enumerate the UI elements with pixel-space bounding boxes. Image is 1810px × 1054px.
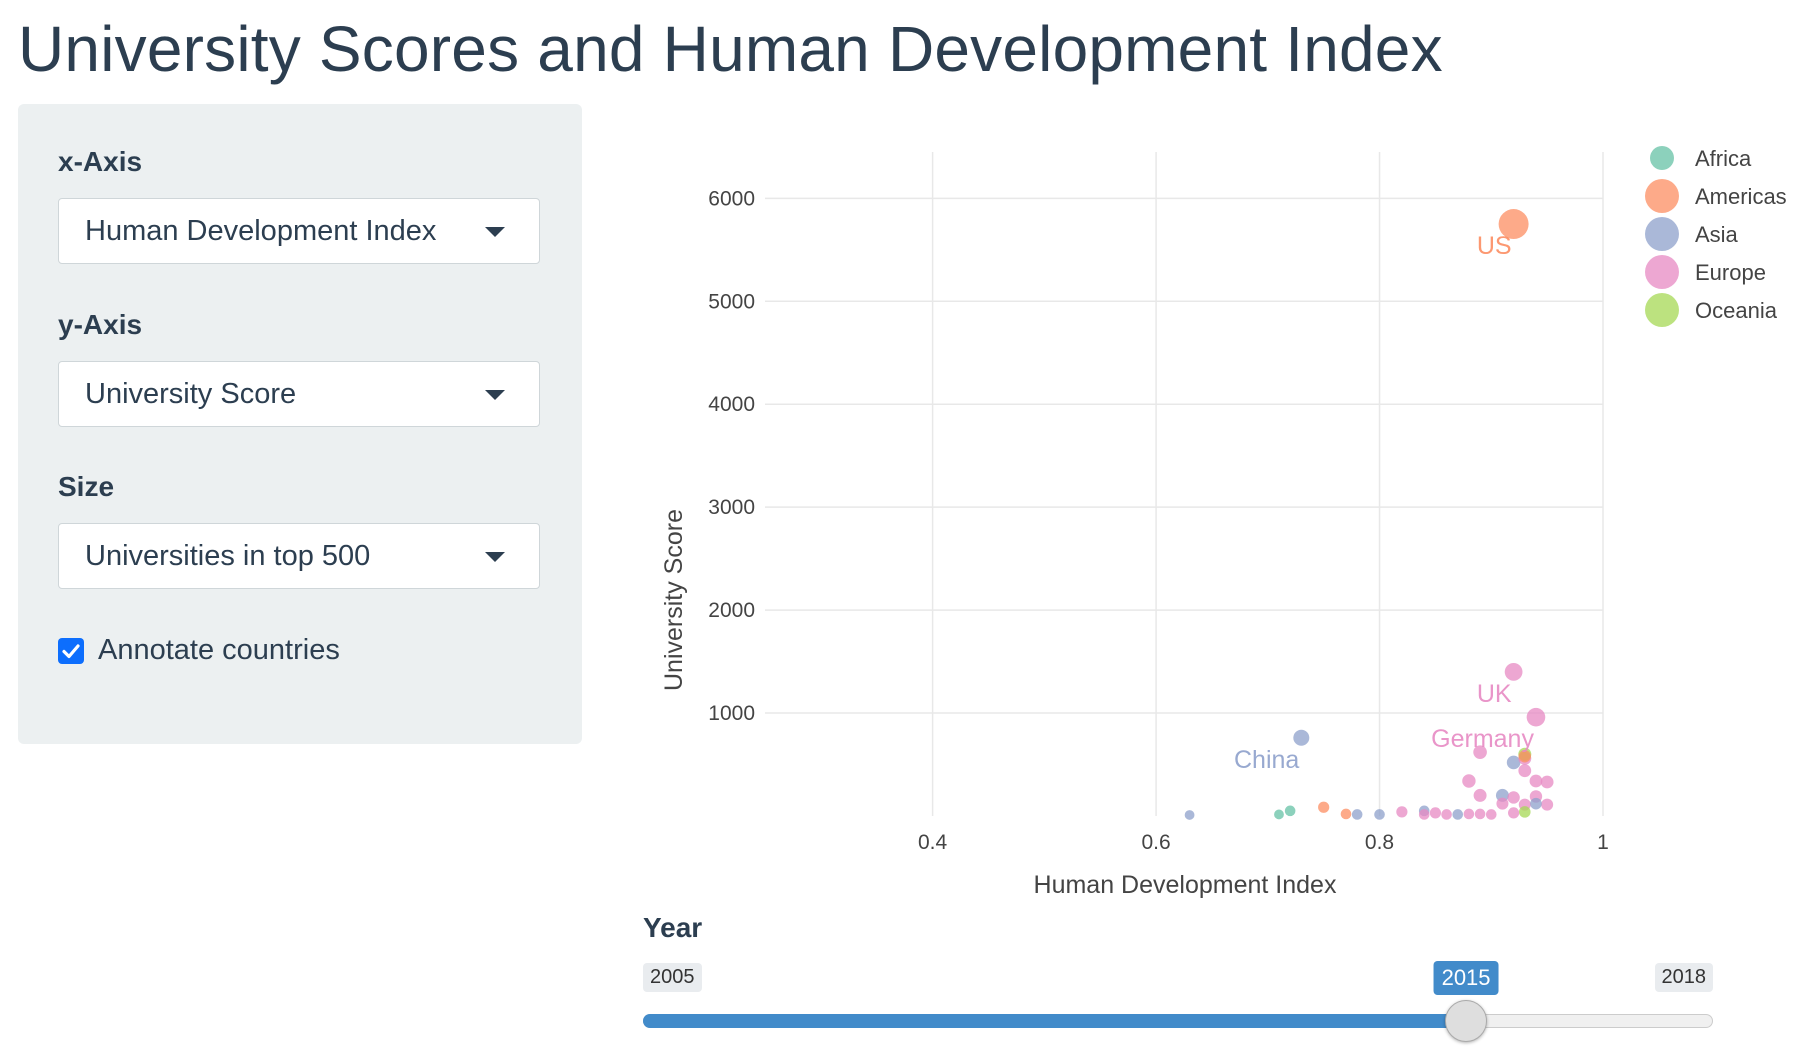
y-tick-label: 3000 (708, 496, 755, 519)
legend-label: Europe (1695, 260, 1766, 285)
data-point-americas[interactable] (1318, 801, 1330, 813)
data-point-europe[interactable] (1518, 764, 1532, 778)
data-point-europe[interactable] (1396, 806, 1408, 818)
data-point-europe[interactable] (1473, 788, 1487, 802)
y-tick-label: 2000 (708, 599, 755, 622)
chart-legend[interactable]: Africa Americas Asia Europe Oceania (1645, 146, 1787, 327)
legend-label: Africa (1695, 146, 1752, 171)
data-point-europe[interactable] (1540, 775, 1554, 789)
year-slider-fill (643, 1014, 1467, 1028)
data-point-europe[interactable] (1463, 808, 1475, 820)
x-tick-label: 0.4 (918, 831, 948, 854)
chevron-down-icon (485, 227, 505, 237)
data-point-asia[interactable] (1452, 809, 1464, 820)
size-selected-value: Universities in top 500 (85, 540, 371, 572)
year-slider-min: 2005 (643, 963, 702, 992)
data-point-europe[interactable] (1504, 662, 1523, 681)
year-slider[interactable]: 2005 2018 2015 (643, 958, 1713, 1054)
data-point-asia[interactable] (1506, 755, 1521, 770)
y-tick-label: 4000 (708, 393, 755, 416)
legend-label: Oceania (1695, 298, 1778, 323)
year-slider-value: 2015 (1433, 961, 1499, 995)
legend-marker-americas[interactable] (1645, 179, 1679, 213)
legend-marker-oceania[interactable] (1645, 293, 1679, 327)
x-tick-label: 1 (1597, 831, 1609, 854)
chevron-down-icon (485, 552, 505, 562)
year-slider-max: 2018 (1654, 963, 1713, 992)
size-select[interactable]: Universities in top 500 (58, 523, 540, 589)
data-point-asia[interactable] (1184, 810, 1195, 820)
annotation-label: US (1477, 232, 1512, 260)
chart-points[interactable] (1184, 209, 1554, 820)
x-axis-selected-value: Human Development Index (85, 215, 437, 247)
y-axis-title: University Score (660, 509, 688, 691)
chart-annotations: US UK Germany China (1234, 232, 1534, 774)
page-title: University Scores and Human Development … (18, 13, 1443, 85)
y-axis-label: y-Axis (58, 309, 143, 340)
data-point-asia[interactable] (1530, 797, 1542, 810)
scatter-chart[interactable]: 0.4 0.6 0.8 1 1000 2000 3000 4000 5000 6000 Human… (600, 110, 1810, 910)
year-slider-handle[interactable] (1445, 1000, 1488, 1042)
legend-marker-asia[interactable] (1645, 217, 1679, 251)
y-tick-label: 5000 (708, 290, 755, 313)
y-axis-select[interactable]: University Score (58, 361, 540, 427)
chart-axes: 0.4 0.6 0.8 1 1000 2000 3000 4000 5000 6000 (708, 187, 1609, 854)
data-point-europe[interactable] (1474, 808, 1486, 820)
x-axis-label: x-Axis (58, 146, 143, 177)
data-point-europe[interactable] (1418, 809, 1430, 820)
y-tick-label: 6000 (708, 187, 755, 210)
year-slider-label: Year (643, 912, 703, 943)
annotation-label: Germany (1431, 725, 1534, 753)
data-point-europe[interactable] (1441, 809, 1452, 820)
legend-label: Americas (1695, 184, 1787, 209)
annotation-label: UK (1477, 680, 1512, 708)
legend-marker-africa[interactable] (1650, 146, 1674, 170)
y-tick-label: 1000 (708, 702, 755, 725)
data-point-asia[interactable] (1351, 809, 1363, 820)
x-tick-label: 0.6 (1141, 831, 1170, 854)
data-point-oceania[interactable] (1518, 806, 1531, 818)
data-point-europe[interactable] (1541, 798, 1554, 811)
data-point-europe[interactable] (1507, 791, 1520, 804)
data-point-asia[interactable] (1374, 809, 1385, 820)
data-point-africa[interactable] (1274, 809, 1284, 820)
data-point-africa[interactable] (1284, 805, 1296, 817)
y-axis-selected-value: University Score (85, 378, 297, 410)
x-axis-select[interactable]: Human Development Index (58, 198, 540, 264)
data-point-europe[interactable] (1429, 807, 1441, 819)
legend-marker-europe[interactable] (1645, 255, 1679, 289)
data-point-americas[interactable] (1340, 808, 1352, 820)
data-point-europe[interactable] (1462, 774, 1476, 788)
data-point-europe[interactable] (1529, 774, 1543, 788)
data-point-europe[interactable] (1496, 797, 1509, 810)
data-point-asia[interactable] (1293, 729, 1310, 746)
chevron-down-icon (485, 390, 505, 400)
data-point-europe[interactable] (1508, 807, 1520, 819)
data-point-americas[interactable] (1518, 750, 1531, 763)
legend-label: Asia (1695, 222, 1739, 247)
annotation-label: China (1234, 746, 1299, 774)
x-axis-title: Human Development Index (1034, 871, 1337, 899)
data-point-americas[interactable] (1498, 209, 1529, 240)
data-point-europe[interactable] (1473, 745, 1487, 759)
size-label: Size (58, 471, 115, 502)
data-point-europe[interactable] (1485, 809, 1497, 820)
sidebar-panel: x-Axis Human Development Index y-Axis Un… (18, 104, 582, 744)
data-point-europe[interactable] (1526, 707, 1546, 727)
chart-grid (765, 152, 1604, 816)
check-icon[interactable] (58, 638, 84, 664)
x-tick-label: 0.8 (1365, 831, 1394, 854)
annotate-countries-label: Annotate countries (98, 634, 340, 666)
